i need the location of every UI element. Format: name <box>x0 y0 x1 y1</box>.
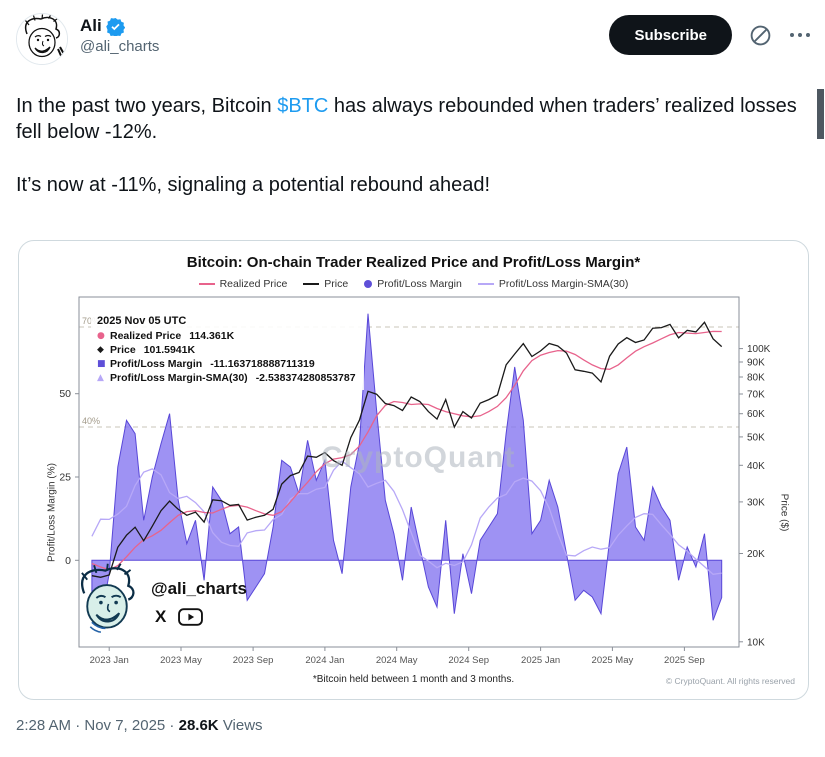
right-axis-title: Price ($) <box>778 493 790 532</box>
legend-marker <box>364 280 373 288</box>
guide-line-label: 40% <box>82 416 100 426</box>
more-icon[interactable] <box>789 32 811 38</box>
triangle-marker-icon: ▲ <box>97 373 104 383</box>
right-tick-label: 100K <box>747 344 771 355</box>
chart-legend: Realized Price Price Profit/Loss Margin Pro… <box>19 278 808 290</box>
chart-svg: 70%40%0255010K20K30K40K50K60K70K80K90K10… <box>59 296 771 666</box>
x-tick-label: 2023 May <box>160 655 202 666</box>
tweet-media-chart[interactable]: Bitcoin: On-chain Trader Realized Price … <box>18 240 809 700</box>
legend-label: Profit/Loss Margin-SMA(30) <box>498 278 629 290</box>
circle-slash-icon[interactable] <box>749 24 772 47</box>
chart-plot-area: 70%40%0255010K20K30K40K50K60K70K80K90K10… <box>33 289 793 689</box>
tweet-text-span: In the past two years, Bitcoin <box>16 95 278 117</box>
right-tick-label: 10K <box>747 637 765 648</box>
right-tick-label: 60K <box>747 409 765 420</box>
cashtag-link[interactable]: $BTC <box>277 95 329 117</box>
avatar[interactable] <box>16 13 68 65</box>
views-label: Views <box>222 717 263 734</box>
branding-handle: @ali_charts <box>151 579 247 598</box>
header-actions: Subscribe <box>609 15 811 55</box>
branding-text: @ali_charts X <box>151 563 247 627</box>
author-name-row[interactable]: Ali <box>80 16 159 36</box>
x-tick-label: 2024 May <box>376 655 418 666</box>
watermark: CryptoQuant <box>321 441 516 474</box>
tweet-paragraph-1: In the past two years, Bitcoin $BTC has … <box>16 93 814 145</box>
x-tick-label: 2024 Sep <box>448 655 489 666</box>
x-tick-label: 2025 Jan <box>521 655 560 666</box>
subscribe-button[interactable]: Subscribe <box>609 15 732 55</box>
right-tick-label: 40K <box>747 461 765 472</box>
avatar-sketch-face <box>17 14 67 64</box>
sketch-face-overlay <box>81 563 135 633</box>
tooltip-value: 101.5941K <box>143 344 196 356</box>
views-count: 28.6K <box>178 717 219 734</box>
tooltip-label: Profit/Loss Margin <box>110 358 203 370</box>
tooltip-value: -2.538374280853787 <box>255 372 356 384</box>
right-tick-label: 20K <box>747 549 765 560</box>
verified-badge-icon <box>105 17 125 36</box>
left-axis-title: Profit/Loss Margin (%) <box>46 463 58 562</box>
square-marker-icon: ■ <box>97 359 106 369</box>
left-tick-label: 50 <box>59 388 71 400</box>
x-tick-label: 2025 May <box>592 655 634 666</box>
x-tick-label: 2024 Jan <box>305 655 344 666</box>
tooltip-label: Realized Price <box>110 330 182 342</box>
tooltip-value: -11.163718888711319 <box>210 358 315 370</box>
circle-marker-icon: ● <box>97 331 105 341</box>
chart-copyright: © CryptoQuant. All rights reserved <box>665 676 795 686</box>
legend-item: Profit/Loss Margin <box>364 278 462 290</box>
tweet-text: In the past two years, Bitcoin $BTC has … <box>16 93 814 198</box>
margin-sma-line <box>91 460 722 575</box>
tooltip-rows: ● Realized Price 114.361K ◆ Price 101.5941K ■ P… <box>97 330 356 384</box>
x-tick-label: 2023 Jan <box>90 655 129 666</box>
chart-title: Bitcoin: On-chain Trader Realized Price … <box>186 254 641 271</box>
chart-footnote: *Bitcoin held between 1 month and 3 mont… <box>312 674 515 685</box>
price-line <box>91 321 723 578</box>
chart-tooltip: 2025 Nov 05 UTC ● Realized Price 114.361K ◆… <box>91 311 364 390</box>
profit-loss-margin-area <box>91 313 723 623</box>
author-handle[interactable]: @ali_charts <box>80 38 160 55</box>
tweet-paragraph-2: It’s now at -11%, signaling a potential … <box>16 174 491 196</box>
legend-marker <box>477 283 494 285</box>
tooltip-date: 2025 Nov 05 UTC <box>97 315 187 327</box>
tooltip-row: ■ Profit/Loss Margin -11.163718888711319 <box>97 358 356 370</box>
tooltip-row: ● Realized Price 114.361K <box>97 330 356 342</box>
x-tick-label: 2025 Sep <box>664 655 705 666</box>
scrollbar-thumb[interactable] <box>817 89 824 139</box>
tooltip-value: 114.361K <box>189 330 235 342</box>
timestamp-link[interactable]: 2:28 AM · Nov 7, 2025 <box>16 717 166 734</box>
right-tick-label: 30K <box>747 497 765 508</box>
right-tick-label: 50K <box>747 432 765 443</box>
right-tick-label: 70K <box>747 390 765 401</box>
legend-label: Realized Price <box>219 278 288 290</box>
tooltip-label: Price <box>110 344 136 356</box>
tooltip-row: ▲ Profit/Loss Margin-SMA(30) -2.5383742808… <box>97 372 356 384</box>
legend-label: Profit/Loss Margin <box>377 278 462 290</box>
play-icon <box>178 608 204 626</box>
right-tick-label: 80K <box>747 373 765 384</box>
chart-branding-overlay: @ali_charts X <box>69 563 247 639</box>
tooltip-row: ◆ Price 101.5941K <box>97 344 356 356</box>
legend-label: Price <box>324 278 349 290</box>
legend-item: Realized Price <box>198 278 288 290</box>
legend-item: Profit/Loss Margin-SMA(30) <box>477 278 629 290</box>
plot-border <box>78 296 740 648</box>
x-tick-label: 2023 Sep <box>233 655 274 666</box>
left-tick-label: 0 <box>65 555 71 567</box>
display-name: Ali <box>80 16 102 35</box>
branding-icons: X <box>155 607 247 627</box>
legend-marker <box>198 283 215 285</box>
diamond-marker-icon: ◆ <box>97 345 104 355</box>
left-tick-label: 25 <box>59 472 71 484</box>
timestamp-row: 2:28 AM · Nov 7, 2025 · 28.6K Views <box>16 717 263 734</box>
tooltip-label: Profit/Loss Margin-SMA(30) <box>110 372 248 384</box>
legend-item: Price <box>303 278 348 290</box>
separator: · <box>165 717 179 734</box>
right-tick-label: 90K <box>747 358 765 369</box>
legend-marker <box>303 283 320 285</box>
tweet-text-span: has always rebounded when traders’ reali… <box>16 95 797 143</box>
x-logo-icon: X <box>155 607 167 626</box>
author-block: Ali @ali_charts <box>80 16 159 55</box>
